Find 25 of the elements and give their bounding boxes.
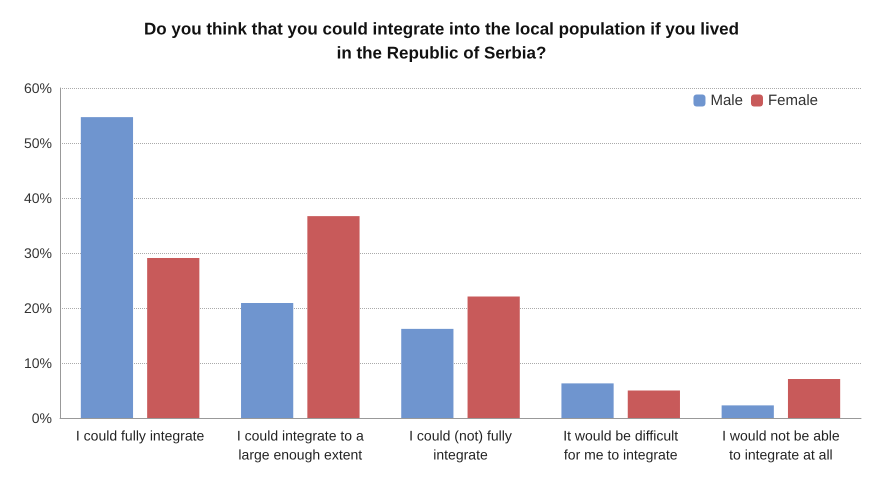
- bar: [722, 405, 774, 418]
- bar: [307, 216, 360, 418]
- y-tick-label: 10%: [24, 355, 52, 371]
- bar: [788, 378, 840, 418]
- bar: [628, 390, 680, 418]
- bar: [80, 117, 134, 418]
- x-tick-label: I could fully integrate: [76, 428, 205, 444]
- legend-label: Female: [768, 92, 818, 109]
- x-tick-label: It would be difficult for me to integrate: [563, 428, 678, 462]
- y-tick-label: 60%: [24, 80, 52, 96]
- chart-title: Do you think that you could integrate into the local population if you lived in the Republic of Serbia?: [144, 20, 740, 62]
- x-tick-label: I would not be able to integrate at all: [722, 428, 840, 462]
- y-tick-label: 0%: [32, 410, 52, 426]
- bar: [468, 296, 520, 418]
- y-tick-label: 20%: [24, 300, 52, 316]
- x-tick-label: I could (not) fully integrate: [409, 428, 512, 462]
- bar: [561, 383, 614, 418]
- bar: [401, 328, 454, 418]
- y-tick-label: 50%: [24, 135, 52, 151]
- legend-label: Male: [710, 92, 743, 109]
- y-tick-label: 40%: [24, 190, 52, 206]
- y-tick-label: 30%: [24, 245, 52, 261]
- x-tick-label: I could integrate to a large enough extent: [236, 428, 364, 462]
- bar: [147, 258, 200, 418]
- bar: [241, 303, 294, 418]
